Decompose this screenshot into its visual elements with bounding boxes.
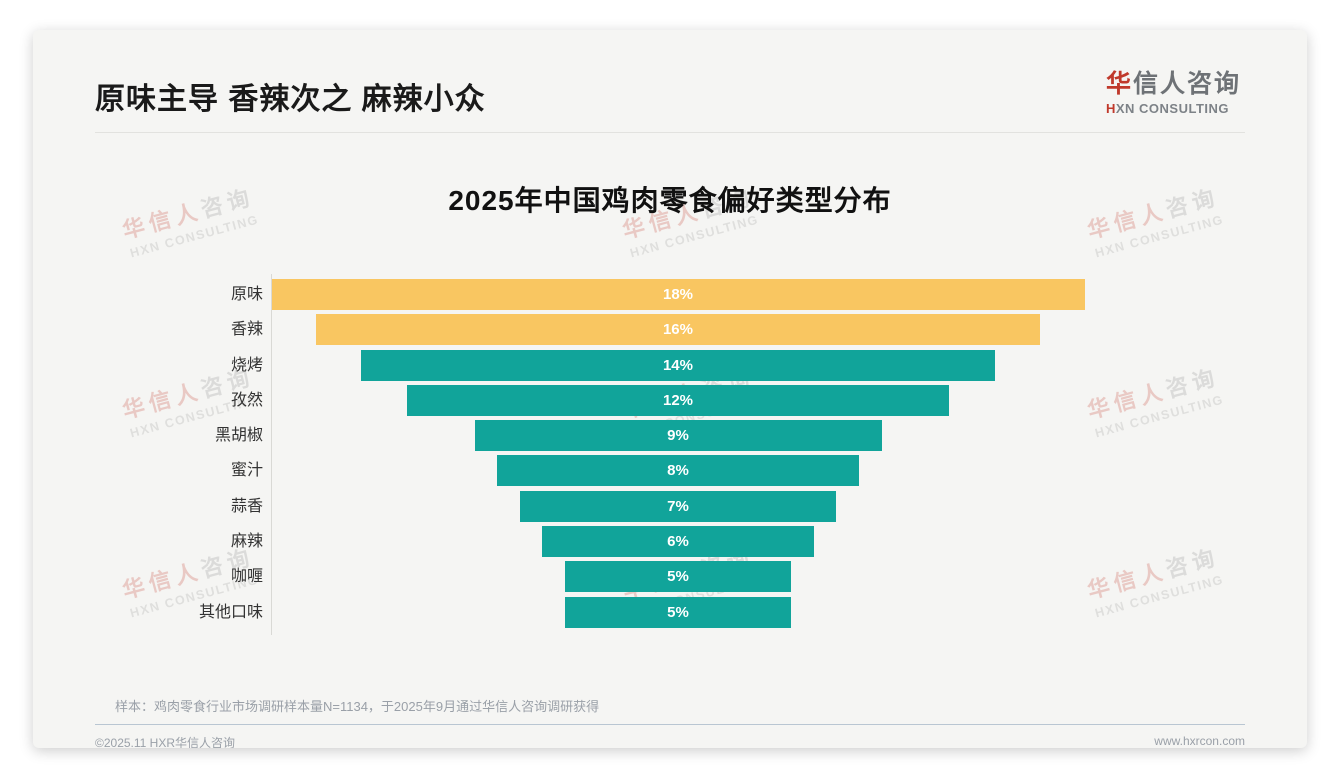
funnel-bar-chart: 原味 18% 香辣 16% 烧烤 14% 孜然 12% 黑胡椒 9% 蜜汁 8% 蒜香 7% 麻辣 6% 咖喱 5… bbox=[95, 274, 1085, 635]
bar-咖喱: 5% bbox=[564, 561, 792, 593]
header: 原味主导 香辣次之 麻辣小众 华信人咨询 HXN CONSULTING bbox=[33, 30, 1307, 118]
y-axis-line bbox=[271, 274, 272, 635]
sample-note: 样本：鸡肉零食行业市场调研样本量N=1134，于2025年9月通过华信人咨询调研… bbox=[115, 698, 600, 714]
chart-row: 香辣 16% bbox=[95, 314, 1085, 349]
category-label: 蜜汁 bbox=[230, 462, 263, 480]
page-title: 原味主导 香辣次之 麻辣小众 bbox=[95, 83, 486, 116]
bar-香辣: 16% bbox=[316, 314, 1040, 346]
category-label: 烧烤 bbox=[230, 356, 263, 374]
chart-row: 咖喱 5% bbox=[95, 561, 1085, 596]
chart-row: 原味 18% bbox=[95, 279, 1085, 314]
category-label: 其他口味 bbox=[198, 603, 263, 621]
bar-孜然: 12% bbox=[406, 384, 950, 416]
chart-row: 孜然 12% bbox=[95, 384, 1085, 420]
bar-其他口味: 5% bbox=[564, 596, 792, 628]
chart-title: 2025年中国鸡肉零食偏好类型分布 bbox=[448, 185, 892, 216]
category-label: 麻辣 bbox=[230, 533, 263, 551]
chart-row: 蒜香 7% bbox=[95, 490, 1085, 526]
chart-row: 蜜汁 8% bbox=[95, 455, 1085, 490]
bar-value-label: 7% bbox=[667, 497, 689, 515]
category-label: 黑胡椒 bbox=[214, 427, 263, 445]
logo-english-name: HXN CONSULTING bbox=[1105, 101, 1230, 116]
chart-row: 烧烤 14% bbox=[95, 349, 1085, 385]
category-label: 咖喱 bbox=[230, 568, 263, 586]
bar-value-label: 5% bbox=[667, 603, 689, 621]
bar-原味: 18% bbox=[271, 279, 1085, 310]
chart-row: 黑胡椒 9% bbox=[95, 420, 1085, 455]
report-card: 华信人咨询 HXN CONSULTING 华信人咨询 HXN CONSULTING 华信… bbox=[33, 30, 1307, 748]
bar-麻辣: 6% bbox=[542, 526, 814, 558]
bar-value-label: 5% bbox=[667, 568, 689, 586]
header-divider bbox=[95, 132, 1245, 133]
chart-row: 其他口味 5% bbox=[95, 596, 1085, 632]
bar-蒜香: 7% bbox=[519, 490, 837, 522]
bar-value-label: 6% bbox=[667, 533, 689, 551]
bar-value-label: 16% bbox=[662, 321, 693, 339]
bar-蜜汁: 8% bbox=[497, 455, 859, 487]
category-label: 香辣 bbox=[230, 321, 263, 339]
bar-value-label: 12% bbox=[662, 391, 694, 409]
bar-value-label: 8% bbox=[667, 462, 689, 480]
bar-value-label: 14% bbox=[662, 356, 693, 374]
company-logo: 华信人咨询 HXN CONSULTING bbox=[1106, 64, 1241, 116]
bar-value-label: 18% bbox=[662, 286, 694, 303]
category-label: 原味 bbox=[230, 286, 263, 303]
footer-website: www.hxrcon.com bbox=[1154, 733, 1245, 748]
footer-divider bbox=[95, 723, 1245, 725]
footer-copyright: ©2025.11 HXR华信人咨询 bbox=[95, 735, 235, 748]
chart-row: 麻辣 6% bbox=[95, 526, 1085, 561]
footer: ©2025.11 HXR华信人咨询 www.hxrcon.com bbox=[33, 725, 1307, 748]
category-label: 孜然 bbox=[230, 391, 263, 409]
category-label: 蒜香 bbox=[230, 497, 263, 515]
bar-value-label: 9% bbox=[667, 427, 689, 445]
logo-chinese-name: 华信人咨询 bbox=[1105, 70, 1241, 98]
bar-烧烤: 14% bbox=[361, 349, 995, 381]
bar-黑胡椒: 9% bbox=[474, 420, 882, 452]
